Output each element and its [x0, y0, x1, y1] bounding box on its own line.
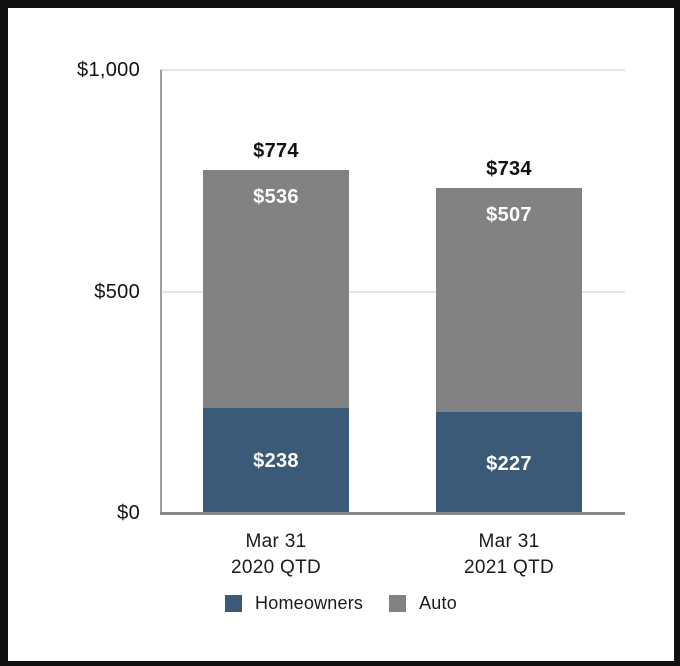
legend-swatch-auto	[389, 595, 407, 612]
legend-label-homeowners: Homeowners	[255, 593, 364, 613]
legend-swatch-homeowners	[225, 595, 243, 612]
homeowners-segment-value-label: $227	[486, 452, 532, 475]
y-tick-label: $1,000	[77, 59, 140, 81]
x-axis-label-2021-qtd: Mar 31 2021 QTD	[419, 529, 599, 581]
auto-segment-value-label: $536	[253, 186, 299, 209]
category-line-2: 2021 QTD	[463, 557, 555, 578]
gridline-500	[160, 290, 625, 293]
bar-1-segment-auto	[436, 187, 582, 413]
auto-segment-value-label: $507	[486, 203, 532, 226]
x-axis-label-2020-qtd: Mar 31 2020 QTD	[186, 529, 366, 581]
bar-1-segment-homeowners	[436, 412, 582, 513]
y-axis-line	[160, 70, 162, 515]
legend-item-auto: Auto	[389, 593, 457, 614]
legend: Homeowners Auto	[8, 593, 674, 614]
y-tick-label: $0	[117, 502, 140, 524]
legend-label-auto: Auto	[419, 593, 457, 613]
homeowners-segment-value-label: $238	[253, 450, 299, 473]
gridline-1000	[160, 69, 625, 71]
y-tick-label: $500	[94, 280, 140, 303]
category-line-1: Mar 31	[245, 531, 307, 552]
total-value-label: $774	[253, 140, 299, 163]
x-axis-line	[160, 512, 625, 515]
category-line-2: 2020 QTD	[230, 557, 322, 578]
bar-0-segment-homeowners	[203, 407, 349, 513]
bar-0-segment-auto	[203, 170, 349, 408]
category-line-1: Mar 31	[478, 531, 540, 552]
total-value-label: $734	[486, 157, 532, 180]
legend-item-homeowners: Homeowners	[225, 593, 363, 614]
